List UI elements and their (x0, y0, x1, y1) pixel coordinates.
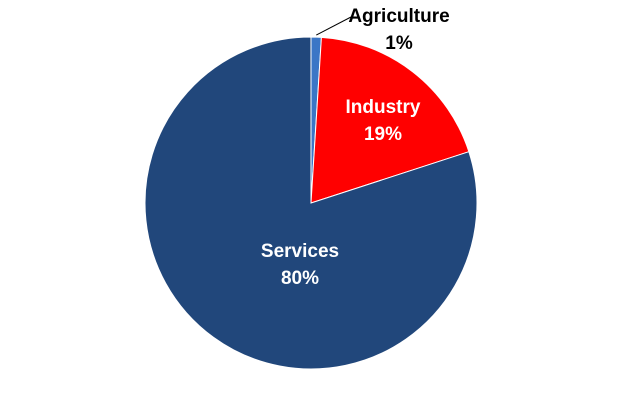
slice-value-label: 1% (385, 33, 413, 54)
slice-label: Industry (346, 97, 421, 118)
slice-value-label: 19% (364, 124, 402, 145)
slice-label: Services (261, 241, 339, 262)
leader-line (316, 16, 352, 36)
pie-slice (310, 36, 470, 204)
pie-slice (144, 36, 478, 370)
slice-label: Agriculture (348, 6, 449, 27)
slice-value-label: 80% (281, 268, 319, 289)
